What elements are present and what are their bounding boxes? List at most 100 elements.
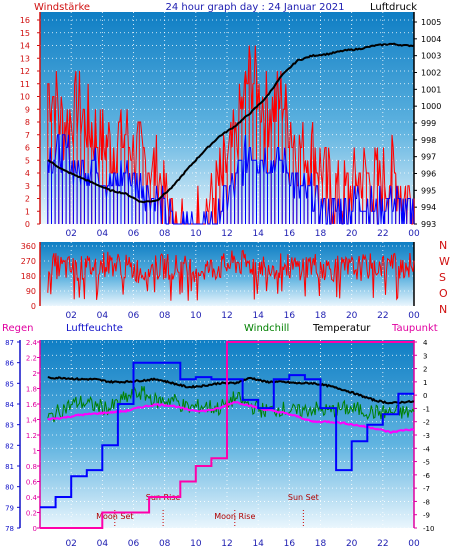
series-temperatur [47,376,415,405]
hour-tick-label: 06 [128,311,140,321]
annotation-label: Moon Set [96,512,133,521]
wind-tick-label: 4 [25,169,30,178]
direction-tick-label: 360 [21,242,36,251]
pressure-series [47,42,415,204]
compass-label: S [439,271,446,284]
wind-tick-label: 16 [20,16,30,25]
hour-tick-label: 14 [252,311,264,321]
legend-luftfeuchte: Luftfeuchte [66,323,123,334]
hour-tick-label: 20 [346,311,358,321]
humidity-tick-label: 81 [5,463,14,471]
hour-tick-label: 10 [190,539,202,549]
hour-tick-label: 18 [315,311,327,321]
hour-tick-label: 08 [159,311,171,321]
temp-tick-label: -6 [423,472,431,480]
wind-tick-label: 9 [25,105,30,114]
temp-tick-label: -4 [423,445,431,453]
hour-tick-label: 08 [159,539,171,549]
temp-tick-label: -3 [423,432,430,440]
wind-tick-label: 8 [25,118,30,127]
wind-tick-label: 10 [20,93,30,102]
direction-tick-label: 90 [26,287,36,296]
wind-tick-label: 11 [20,80,30,89]
hour-tick-label: 02 [65,311,76,321]
series-luftfeuchte [40,361,414,509]
temp-tick-label: 4 [423,339,428,347]
compass-label: N [439,303,447,316]
direction-tick-label: 180 [21,272,36,281]
rain-tick-label: 2.4 [26,339,38,347]
hour-tick-label: 22 [377,539,388,549]
temp-tick-label: -7 [423,485,430,493]
humidity-tick-label: 85 [5,380,14,388]
temp-tick-label: -2 [423,419,430,427]
pressure-tick-label: 1004 [421,35,441,44]
humidity-tick-label: 80 [5,484,14,492]
wind-tick-label: 7 [25,131,30,140]
rain-tick-label: 0.4 [26,494,38,502]
hour-tick-label: 04 [97,539,109,549]
humidity-tick-label: 87 [5,339,14,347]
hour-tick-label: 18 [315,229,327,239]
direction-tick-label: 0 [31,302,36,311]
pressure-tick-label: 1003 [421,52,441,61]
annotation-label: Sun Set [288,493,319,502]
pressure-tick-label: 996 [421,170,436,179]
hour-tick-label: 02 [65,539,76,549]
temp-tick-label: 1 [423,379,427,387]
pressure-tick-label: 1000 [421,102,441,111]
wind-tick-label: 13 [20,54,30,63]
temp-tick-label: -1 [423,405,430,413]
rain-tick-label: 2 [33,370,37,378]
compass-label: O [439,287,448,300]
direction-tick-label: 270 [21,257,36,266]
wind-tick-label: 6 [25,144,30,153]
hour-tick-label: 10 [190,229,202,239]
series-regen [40,341,414,529]
rain-tick-label: 1.2 [26,432,37,440]
rain-tick-label: 1 [33,448,37,456]
series-windchill [47,385,415,423]
pressure-tick-label: 998 [421,136,436,145]
pressure-tick-label: 1001 [421,85,441,94]
humidity-tick-label: 82 [5,442,14,450]
hour-tick-label: 12 [221,311,232,321]
wind-tick-label: 5 [25,156,30,165]
rain-tick-label: 0.8 [26,463,37,471]
temp-tick-label: 2 [423,366,427,374]
annotation-label: Moon Rise [214,512,255,521]
pressure-tick-label: 994 [421,203,436,212]
left-axis-label-windstaerke: Windstärke [34,2,90,13]
legend-regen: Regen [2,323,34,334]
humidity-tick-label: 78 [5,525,14,533]
pressure-tick-label: 995 [421,186,436,195]
legend-taupunkt: Taupunkt [391,323,438,334]
legend-windchill: Windchill [244,323,289,334]
hour-tick-label: 20 [346,539,358,549]
humidity-tick-label: 79 [5,504,14,512]
humidity-tick-label: 83 [5,422,14,430]
rain-tick-label: 0.2 [26,510,37,518]
rain-tick-label: 2.2 [26,355,37,363]
hour-tick-label: 12 [221,539,232,549]
humidity-tick-label: 84 [5,401,14,409]
hour-tick-label: 14 [252,539,264,549]
rain-tick-label: 1.6 [26,401,38,409]
rain-tick-label: 0.6 [26,479,38,487]
wind-tick-label: 2 [25,195,30,204]
wind-tick-label: 1 [25,207,30,216]
hour-tick-label: 14 [252,229,264,239]
hour-tick-label: 00 [408,311,420,321]
hour-tick-label: 08 [159,229,171,239]
hour-tick-label: 12 [221,229,232,239]
humidity-tick-label: 86 [5,360,14,368]
hour-tick-label: 22 [377,311,388,321]
hour-tick-label: 20 [346,229,358,239]
compass-label: W [439,255,450,268]
legend-temperatur: Temperatur [312,323,371,334]
hour-tick-label: 06 [128,229,140,239]
temp-tick-label: -10 [423,525,434,533]
